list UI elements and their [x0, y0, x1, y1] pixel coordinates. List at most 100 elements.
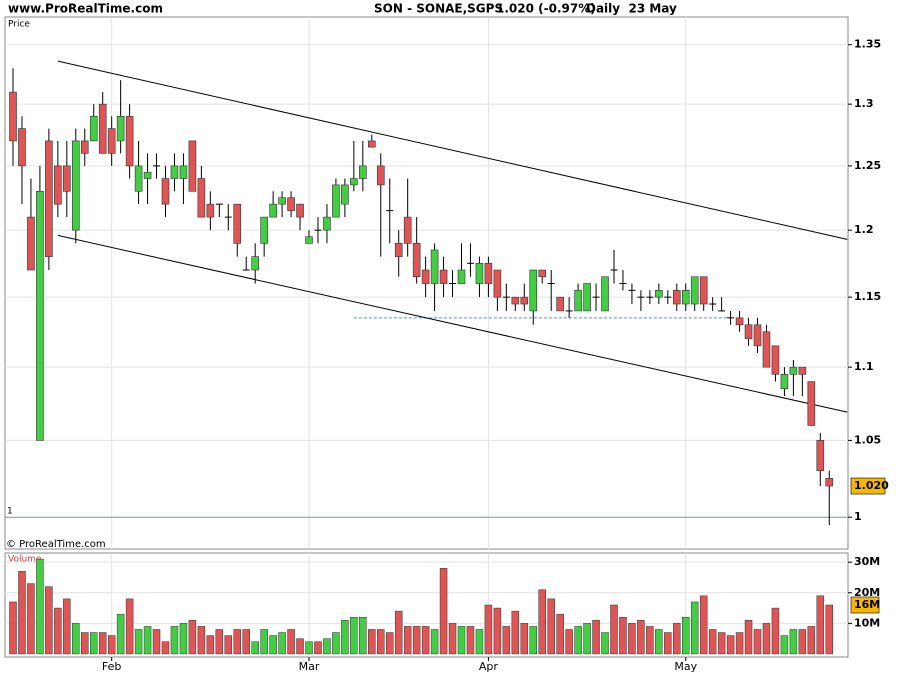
volume-bar	[170, 626, 179, 655]
volume-bar	[233, 629, 241, 655]
volume-bar	[350, 616, 358, 655]
quote: 1.020 (-0.97%)	[496, 2, 596, 16]
candle-body	[9, 91, 17, 142]
candle-body	[45, 140, 53, 257]
y-tick-label: 1.25	[854, 159, 881, 172]
volume-bar	[619, 616, 627, 655]
candle-body	[529, 269, 538, 312]
volume-bar	[143, 626, 152, 655]
candle-body	[484, 263, 493, 284]
trend-line	[57, 60, 848, 240]
volume-bar	[403, 626, 412, 655]
candle-body	[789, 366, 798, 375]
volume-bar	[547, 598, 555, 655]
candle-body	[116, 116, 125, 142]
price-label: Price	[8, 20, 30, 30]
candle-body	[125, 116, 134, 167]
volume-bar	[287, 629, 295, 655]
last-value-label: 16M	[854, 598, 880, 611]
period: Daily 23 May	[586, 2, 677, 16]
x-tick-label: Apr	[479, 660, 499, 673]
y-tick-label: 1.05	[854, 433, 881, 446]
volume-bar	[484, 604, 493, 655]
watermark: © ProRealTime.com	[6, 539, 106, 550]
candle-body	[403, 216, 412, 244]
volume-panel	[4, 552, 849, 658]
volume-bar	[789, 629, 798, 655]
candle-body	[475, 263, 484, 284]
candle-body	[825, 478, 834, 487]
volume-bar	[385, 632, 394, 655]
y-tick-label: 30M	[854, 555, 880, 568]
candle-body	[699, 276, 708, 305]
volume-bar	[430, 629, 439, 655]
volume-bar	[394, 610, 403, 655]
volume-bar	[655, 629, 663, 655]
volume-bar	[27, 583, 35, 655]
volume-bar	[726, 635, 735, 655]
volume-bar	[448, 623, 457, 655]
candle-body	[439, 269, 448, 284]
volume-bar	[89, 632, 98, 655]
y-tick-label: 20M	[854, 586, 880, 599]
volume-bar	[708, 629, 717, 655]
volume-bar	[314, 641, 322, 655]
candle-body	[296, 203, 304, 218]
candle-body	[251, 256, 259, 271]
x-tick-label: Feb	[102, 660, 121, 673]
candle-body	[672, 290, 681, 305]
candle-body	[341, 184, 349, 205]
volume-bar	[556, 613, 564, 655]
volume-bar	[646, 626, 654, 655]
volume-bar	[9, 601, 17, 655]
candle-body	[98, 103, 107, 154]
candle-body	[735, 317, 744, 326]
volume-bar	[744, 620, 753, 655]
candle-body	[430, 249, 439, 284]
y-tick-label: 1.3	[854, 97, 874, 110]
volume-bar	[81, 632, 89, 655]
candle-body	[170, 165, 179, 179]
volume-bar	[224, 635, 233, 655]
volume-bar	[493, 607, 502, 655]
volume-bar	[359, 616, 367, 655]
volume-bar	[673, 623, 681, 655]
candle-body	[574, 290, 582, 312]
volume-bar	[269, 635, 277, 655]
volume-bar	[529, 626, 538, 655]
candle-body	[63, 165, 71, 192]
candle-body	[412, 243, 421, 278]
candle-body	[278, 197, 286, 205]
candle-body	[323, 216, 331, 231]
volume-bar	[825, 604, 834, 655]
candle-body	[359, 165, 367, 179]
candle-body	[71, 140, 80, 231]
candle-body	[601, 276, 609, 312]
volume-bar	[610, 604, 618, 655]
volume-bar	[36, 558, 44, 655]
volume-bar	[197, 626, 206, 655]
volume-bar	[242, 629, 250, 655]
candle-body	[376, 165, 385, 186]
volume-bar	[439, 568, 448, 655]
volume-bar	[72, 623, 80, 655]
candle-body	[421, 269, 430, 284]
volume-bar	[125, 598, 134, 655]
y-tick-label: 1	[854, 510, 862, 523]
volume-bar	[296, 638, 304, 655]
volume-bar	[753, 629, 762, 655]
candle-body	[367, 140, 376, 148]
candle-body	[287, 197, 295, 211]
volume-bar	[690, 601, 699, 655]
volume-bar	[323, 638, 331, 655]
candle-body	[80, 140, 89, 154]
candle-body	[807, 381, 816, 426]
candle-body	[583, 283, 591, 312]
trend-line	[57, 234, 848, 413]
volume-bar	[278, 632, 286, 655]
volume-label: Volume	[8, 555, 42, 565]
last-value-box	[850, 596, 880, 614]
volume-bar	[798, 629, 807, 655]
